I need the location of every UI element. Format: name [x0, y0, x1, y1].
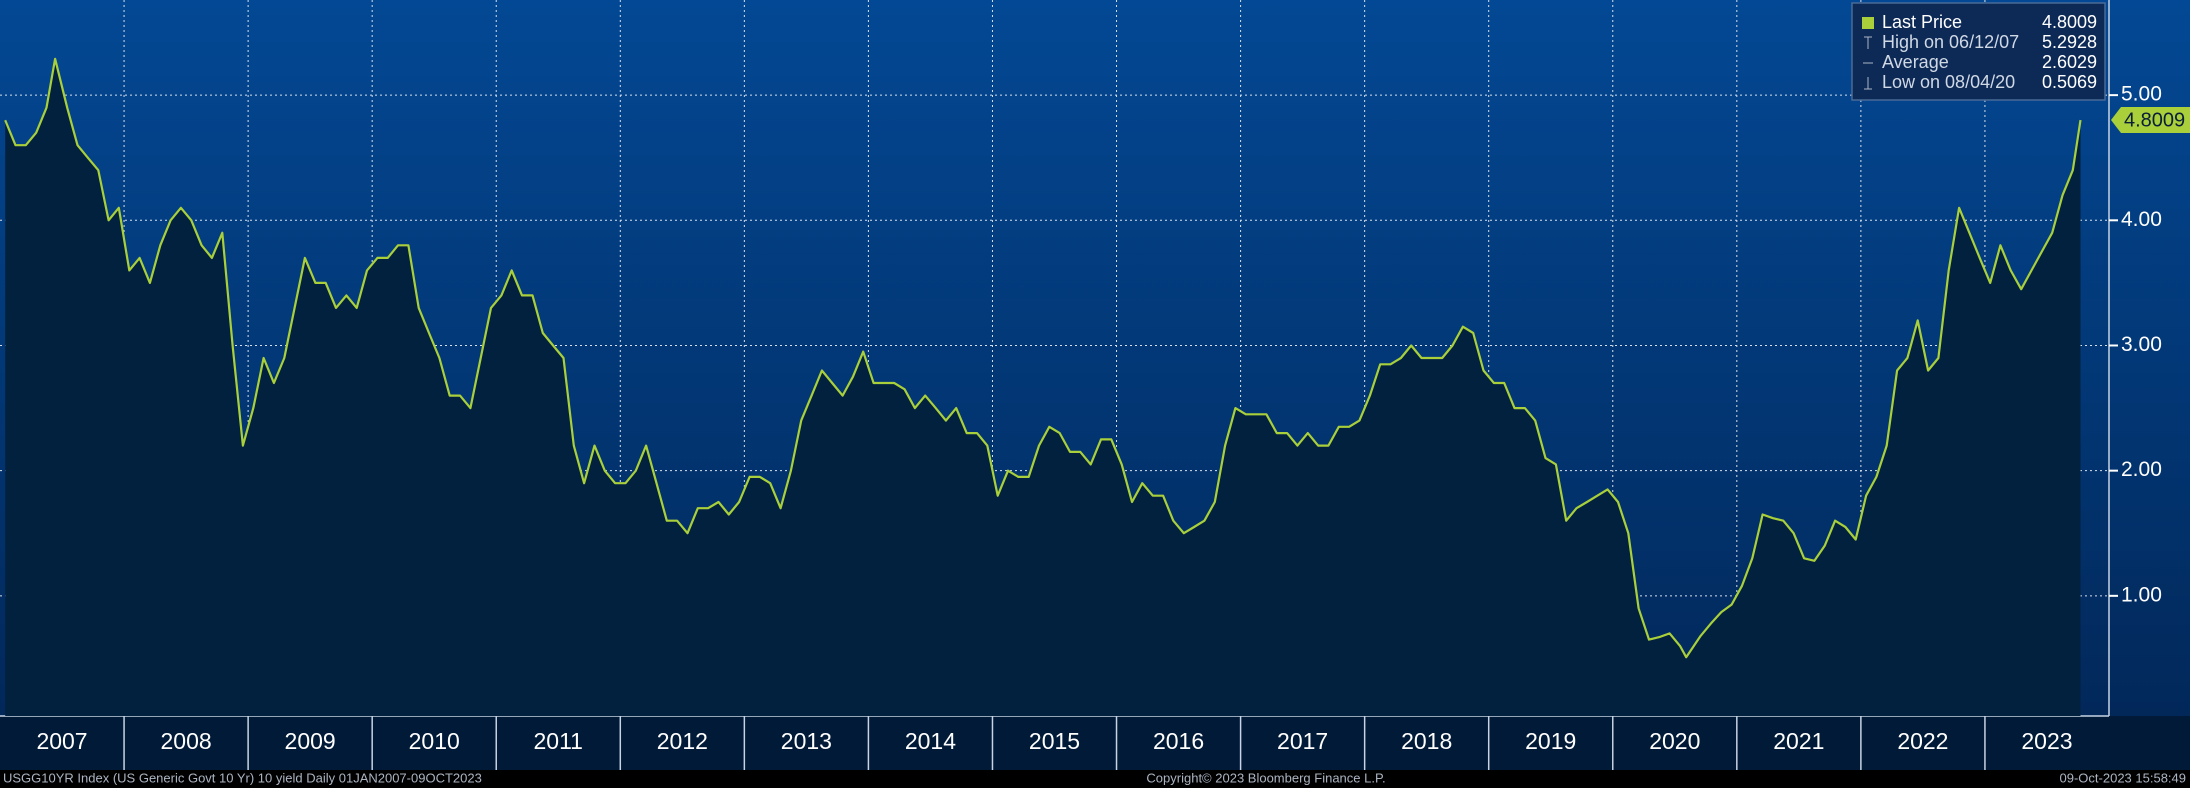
y-tick-label: 4.00 — [2121, 208, 2162, 231]
x-tick-label: 2011 — [534, 728, 583, 754]
x-tick-label: 2008 — [161, 728, 212, 754]
legend-label: Last Price — [1882, 12, 1962, 32]
legend-value: 0.5069 — [2042, 72, 2097, 92]
x-tick-label: 2018 — [1401, 728, 1452, 754]
legend-value: 4.8009 — [2042, 12, 2097, 32]
x-axis-band — [0, 716, 2190, 770]
x-tick-label: 2014 — [905, 728, 956, 754]
copyright: Copyright© 2023 Bloomberg Finance L.P. — [1146, 770, 1385, 785]
y-tick-label: 1.00 — [2121, 583, 2162, 606]
footer — [0, 770, 2190, 788]
x-tick-label: 2020 — [1649, 728, 1700, 754]
legend-box — [1851, 2, 2106, 101]
x-tick-label: 2015 — [1029, 728, 1080, 754]
legend-value: 2.6029 — [2042, 52, 2097, 72]
y-tick-label: 5.00 — [2121, 83, 2162, 106]
x-tick-label: 2007 — [36, 728, 87, 754]
legend-value: 5.2928 — [2042, 32, 2097, 52]
y-tick-label: 2.00 — [2121, 458, 2162, 481]
x-tick-label: 2019 — [1525, 728, 1576, 754]
last-price-label: 4.8009 — [2124, 109, 2185, 131]
legend-label: High on 06/12/07 — [1882, 32, 2019, 52]
x-tick-label: 2017 — [1277, 728, 1328, 754]
y-tick-label: 3.00 — [2121, 333, 2162, 356]
legend-label: Average — [1882, 52, 1949, 72]
x-tick-label: 2013 — [781, 728, 832, 754]
x-tick-label: 2009 — [285, 728, 336, 754]
timestamp: 09-Oct-2023 15:58:49 — [2060, 770, 2186, 785]
legend-swatch — [1862, 17, 1874, 29]
x-tick-label: 2022 — [1897, 728, 1948, 754]
x-tick-label: 2016 — [1153, 728, 1204, 754]
legend-label: Low on 08/04/20 — [1882, 72, 2015, 92]
last-price-tag — [2111, 107, 2190, 134]
x-tick-label: 2010 — [409, 728, 460, 754]
x-tick-label: 2012 — [657, 728, 708, 754]
price-line — [4, 57, 2082, 659]
source-note: USGG10YR Index (US Generic Govt 10 Yr) 1… — [3, 770, 482, 785]
x-tick-label: 2023 — [2021, 728, 2072, 754]
x-tick-label: 2021 — [1773, 728, 1824, 754]
area-fill — [5, 58, 2081, 717]
